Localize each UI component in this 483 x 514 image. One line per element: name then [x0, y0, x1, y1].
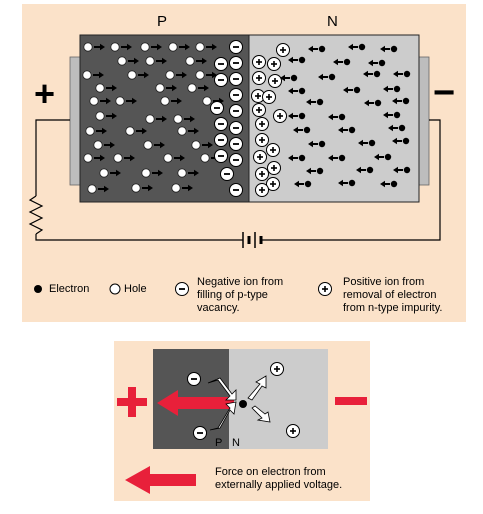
detail-plus-v	[128, 387, 136, 417]
resistor	[28, 195, 44, 235]
positive-ion-line-1: Positive ion from	[343, 276, 425, 288]
force-legend-arrow-head	[125, 466, 150, 494]
legend-electron-symbol	[34, 285, 42, 293]
hole-approach-arrow-top	[207, 377, 237, 401]
plus-terminal-label: +	[34, 73, 56, 114]
legend-hole-label: Hole	[124, 283, 147, 295]
negative-ion-line-1: Negative ion from	[197, 276, 284, 288]
legend-positive-ion-symbol	[317, 281, 333, 297]
bottom-wire-right	[261, 119, 441, 241]
detail-electron	[239, 400, 247, 408]
detail-p-label: P	[215, 437, 223, 449]
ion-recoil-arrow-top	[247, 375, 267, 401]
detail-negative-ion-top	[186, 371, 202, 387]
positive-ion-line-2: removal of electron	[343, 289, 437, 301]
force-caption: Force on electron from externally applie…	[215, 466, 342, 492]
detail-negative-ion-bottom	[192, 425, 208, 441]
legend-negative-ion-label: Negative ion from filling of p-type vaca…	[197, 276, 283, 315]
bottom-wire-left	[35, 234, 243, 241]
detail-n-label: N	[232, 437, 240, 449]
detail-force-arrow-shaft	[176, 397, 234, 409]
positive-ion-line-3: from n-type impurity.	[343, 302, 443, 314]
negative-ion-line-3: vacancy.	[197, 302, 240, 314]
legend-hole-symbol	[109, 283, 121, 295]
legend-negative-ion-symbol	[174, 281, 190, 297]
negative-ion-line-2: filling of p-type	[197, 289, 268, 301]
detail-force-arrow-head	[157, 390, 178, 416]
minus-terminal-label: −	[433, 72, 456, 114]
right-contact	[418, 56, 430, 186]
ion-recoil-arrow-bottom	[251, 405, 271, 423]
n-region-label: N	[327, 13, 338, 30]
force-caption-line-2: externally applied voltage.	[215, 479, 343, 491]
detail-positive-ion-top	[269, 361, 285, 377]
force-legend-arrow-shaft	[148, 474, 196, 486]
legend-electron-label: Electron	[49, 283, 90, 295]
left-wire	[35, 119, 70, 196]
left-contact	[69, 56, 81, 186]
force-caption-line-1: Force on electron from	[215, 466, 326, 478]
legend-positive-ion-label: Positive ion from removal of electron fr…	[343, 276, 442, 315]
detail-minus-sign	[335, 397, 367, 405]
p-region-label: P	[157, 13, 168, 30]
detail-positive-ion-bottom	[285, 423, 301, 439]
hole-approach-arrow-bottom	[209, 401, 237, 431]
